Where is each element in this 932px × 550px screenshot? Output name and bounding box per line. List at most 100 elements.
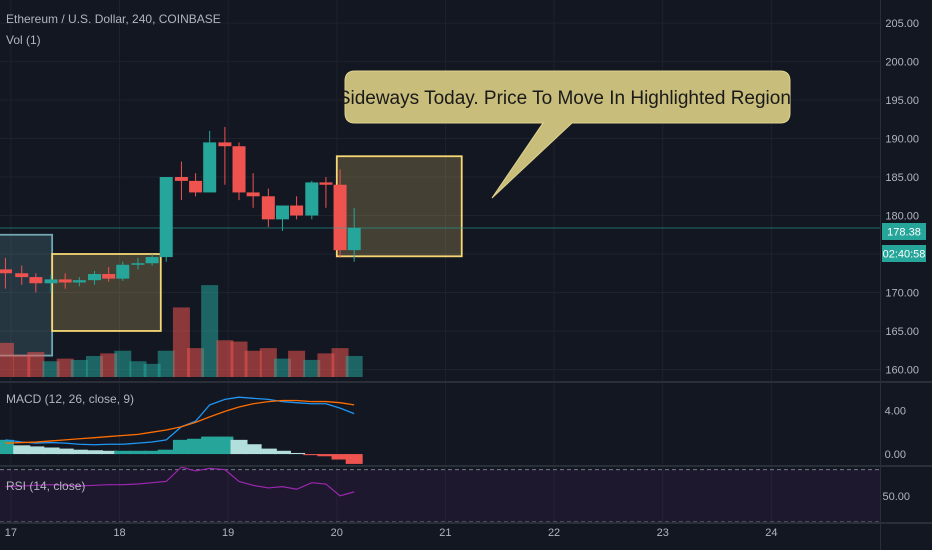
- macd-histogram-bar: [129, 450, 147, 455]
- candle-up: [131, 263, 145, 265]
- highlight-box-yellow: [51, 253, 162, 332]
- time-axis: 17 18 19 20 21 22 23 24: [5, 527, 778, 539]
- volume-bar: [0, 342, 14, 377]
- macd-histogram-bar: [27, 446, 45, 455]
- candle-up: [72, 280, 86, 283]
- rsi-legend[interactable]: RSI (14, close): [6, 479, 86, 493]
- price-axis: 160.00165.00170.00175.00180.00185.00190.…: [882, 18, 919, 503]
- macd-histogram-bar: [201, 436, 219, 455]
- macd-histogram-bar: [216, 436, 234, 455]
- volume-bar: [100, 353, 118, 377]
- macd-histogram-bar: [42, 447, 60, 455]
- candle-up: [88, 274, 102, 281]
- time-tick-label: 24: [765, 527, 777, 539]
- price-tick-label: 200.00: [885, 57, 919, 69]
- macd-histogram-bar: [230, 439, 248, 455]
- volume-bar: [259, 348, 277, 377]
- price-tick-label: 190.00: [885, 134, 919, 146]
- time-tick-label: 22: [548, 527, 560, 539]
- price-tick-label: 185.00: [885, 172, 919, 184]
- last-price-value: 178.38: [887, 227, 921, 239]
- volume-bar: [27, 352, 45, 377]
- candle-down: [261, 196, 275, 220]
- candle-up: [275, 205, 289, 220]
- candles: [0, 127, 880, 293]
- time-tick-label: 18: [113, 527, 125, 539]
- macd-histogram-bar: [273, 450, 291, 455]
- time-tick-label: 23: [657, 527, 669, 539]
- price-tick-label: 170.00: [885, 287, 919, 299]
- symbol-title[interactable]: Ethereum / U.S. Dollar, 240, COINBASE: [6, 12, 221, 26]
- countdown-value: 02:40:58: [883, 249, 926, 261]
- macd-histogram-bar: [331, 454, 349, 460]
- candle-down: [0, 269, 12, 274]
- candle-up: [145, 257, 159, 264]
- macd-histogram-bar: [259, 448, 277, 455]
- macd-legend[interactable]: MACD (12, 26, close, 9): [6, 392, 135, 406]
- last-price-tag: 178.38 02:40:58: [882, 223, 926, 262]
- macd-histogram-bar: [13, 445, 31, 455]
- macd-histogram-bar: [0, 439, 14, 455]
- volume-bar: [273, 358, 291, 377]
- candle-up: [203, 142, 217, 193]
- macd-histogram-bar: [172, 439, 190, 455]
- macd-histogram-bar: [114, 450, 132, 455]
- macd-histogram-bar: [187, 438, 205, 455]
- macd-histogram-bar: [70, 449, 88, 455]
- volume-bar: [86, 356, 104, 377]
- candle-up: [116, 264, 130, 279]
- candle-down: [232, 146, 246, 193]
- candle-up: [159, 177, 173, 258]
- macd-histogram-bar: [100, 450, 118, 455]
- time-tick-label: 20: [331, 527, 343, 539]
- macd-histogram-bar: [86, 450, 104, 455]
- candle-down: [102, 274, 116, 279]
- macd-histogram-bar: [317, 454, 335, 457]
- candle-down: [174, 177, 188, 181]
- signal-line: [5, 399, 355, 444]
- volume-bar: [216, 340, 234, 377]
- last-price-tag-bg: [882, 223, 926, 240]
- time-tick-label: 21: [439, 527, 451, 539]
- volume-bar: [331, 348, 349, 377]
- volume-bar: [42, 361, 60, 377]
- candle-down: [246, 192, 260, 197]
- highlight-box-teal: [0, 233, 54, 357]
- volume-bar: [244, 350, 262, 377]
- macd-histogram-bar: [244, 444, 262, 455]
- volume-bar: [114, 350, 132, 377]
- macd-histogram-bar: [157, 449, 175, 455]
- candle-down: [29, 277, 43, 284]
- time-tick-label: 19: [222, 527, 234, 539]
- volume-bar: [143, 363, 161, 377]
- volume-bar: [288, 350, 306, 377]
- candle-down: [189, 180, 203, 193]
- macd-histogram-bar: [288, 452, 306, 455]
- price-tick-label: 160.00: [885, 364, 919, 376]
- time-tick-label: 17: [5, 527, 17, 539]
- callout-text: Sideways Today. Price To Move In Highlig…: [338, 88, 796, 109]
- rsi-tick-label: 50.00: [882, 491, 910, 503]
- macd-tick-label: 0.00: [885, 449, 906, 461]
- volume-bar: [13, 354, 31, 377]
- volume-bar: [172, 307, 190, 377]
- volume-bar: [56, 358, 74, 377]
- volume-bar: [317, 353, 335, 377]
- rsi-panel: [0, 466, 880, 523]
- macd-histogram-bar: [56, 448, 74, 455]
- volume-bar: [157, 350, 175, 377]
- volume-bar: [230, 341, 248, 377]
- countdown-tag-bg: [882, 245, 926, 262]
- candle-down: [333, 184, 347, 251]
- callout: Sideways Today. Price To Move In Highlig…: [338, 70, 796, 199]
- volume-bar: [70, 359, 88, 377]
- candle-up: [44, 279, 58, 284]
- callout-bubble: [344, 70, 791, 199]
- volume-legend[interactable]: Vol (1): [6, 33, 41, 47]
- candle-down: [15, 273, 29, 278]
- volume-bar: [303, 359, 321, 377]
- macd-panel: [0, 396, 363, 464]
- candle-down: [290, 205, 304, 216]
